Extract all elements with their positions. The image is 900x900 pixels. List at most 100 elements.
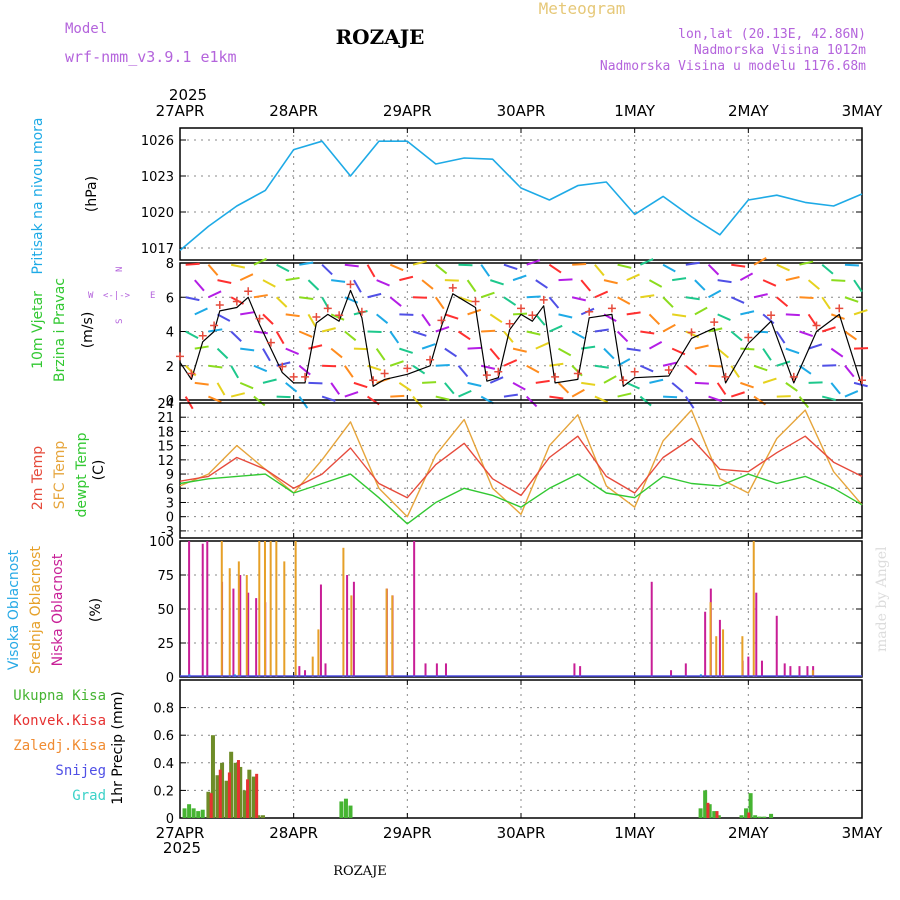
cloud-bar xyxy=(718,619,721,677)
wind-gust-marker xyxy=(244,287,253,296)
wind-arrow xyxy=(762,279,777,287)
y-tick-label: 0.6 xyxy=(153,729,174,744)
wind-arrow xyxy=(389,330,400,344)
wind-gust-marker xyxy=(266,338,275,347)
wind-arrow xyxy=(594,395,609,404)
cloud-bar xyxy=(255,598,258,677)
wind-arrow xyxy=(762,348,772,361)
wind-arrow xyxy=(194,345,209,350)
cloud-bar xyxy=(263,541,266,677)
wind-arrow xyxy=(299,296,314,300)
y-tick-label: 75 xyxy=(157,569,174,584)
cloud-bar xyxy=(258,541,261,677)
y-axis-titles: Pritisak na nivou mora (hPa) 10m Vjetar Brz… xyxy=(6,117,126,804)
x-tick-label-top: 3MAY xyxy=(842,102,884,120)
wind-arrow xyxy=(844,330,857,341)
wind-arrow xyxy=(717,347,730,359)
wind-arrow xyxy=(422,381,437,384)
wind-arrow xyxy=(435,263,448,275)
wind-arrow xyxy=(626,347,641,352)
wind-arrow xyxy=(739,272,754,281)
wind-arrow xyxy=(512,312,528,316)
wind-arrow xyxy=(799,260,814,266)
x-tick-label-bottom: 30APR xyxy=(497,824,546,842)
cloud-bar xyxy=(237,561,240,677)
cloud-bar xyxy=(352,581,355,677)
wind-arrow xyxy=(344,391,359,398)
wind-arrow xyxy=(185,330,199,339)
x-tick-label-top: 2MAY xyxy=(728,102,770,120)
wind-arrow xyxy=(512,347,527,353)
wind-arrow xyxy=(344,263,359,268)
cloud-bar xyxy=(245,575,248,677)
wind-arrow xyxy=(844,263,859,267)
pressure-panel: 1017 1020 1023 1026 xyxy=(141,127,863,261)
wind-arrow xyxy=(489,347,501,360)
wind-arrow xyxy=(830,313,845,320)
wind-arrow xyxy=(480,264,491,277)
precip-bar-total xyxy=(191,808,196,818)
wind-arrow xyxy=(512,382,526,391)
wind-arrow xyxy=(807,279,820,290)
cloud-bar xyxy=(573,663,576,677)
panel-frame xyxy=(179,540,863,678)
wind-arrow xyxy=(626,311,641,316)
y-tick-label: 0 xyxy=(166,671,174,686)
wind-arrow xyxy=(776,360,791,367)
wind-arrow xyxy=(285,313,300,318)
wind-gust-marker xyxy=(607,304,616,313)
y-tick-label: -3 xyxy=(161,525,174,540)
precip-bar-total xyxy=(242,790,247,818)
wind-arrow xyxy=(330,382,341,395)
cloud-bar xyxy=(317,629,320,677)
wind-arrow xyxy=(731,263,746,268)
meteogram-title: Meteogram xyxy=(539,0,626,18)
cloud-bar xyxy=(413,541,416,677)
wind-arrow xyxy=(672,277,687,282)
wind-arrow xyxy=(775,330,786,344)
wind-arrow xyxy=(662,296,674,308)
wind-arrow xyxy=(639,395,652,407)
wind-arrow xyxy=(398,382,412,392)
year-bottom: 2025 xyxy=(163,839,201,857)
wind-gust-marker xyxy=(312,312,321,321)
cloud-bar xyxy=(188,541,191,677)
precip-bar-total xyxy=(748,793,753,818)
wind-arrow xyxy=(230,365,240,379)
cloud-bar xyxy=(228,568,231,677)
wind-gust-marker xyxy=(437,316,446,325)
wind-gust-marker xyxy=(664,366,673,375)
wind-arrow xyxy=(535,279,548,289)
y-tick-label: 6 xyxy=(166,291,174,306)
cloud-bar xyxy=(275,541,278,677)
wind-arrow xyxy=(526,330,541,336)
wind-gust-marker xyxy=(278,362,287,371)
wind-arrow xyxy=(444,382,455,395)
cloud-bar xyxy=(670,670,673,677)
wind-arrow xyxy=(798,395,810,409)
precip-bar-total xyxy=(707,804,712,818)
wind-arrow xyxy=(217,313,231,322)
y-tick-label: 8 xyxy=(166,257,174,272)
wind-arrow xyxy=(753,257,767,266)
precip-bar-convective xyxy=(218,769,222,818)
cloud-bar xyxy=(385,588,388,677)
wind-arrow xyxy=(572,262,587,266)
wind-arrow xyxy=(525,395,538,408)
y-tick-label: 1023 xyxy=(141,170,174,185)
y-tick-label: 100 xyxy=(149,535,174,550)
wind-gust-marker xyxy=(176,352,184,361)
cloud-bar xyxy=(220,541,223,677)
wind-arrow xyxy=(194,307,208,316)
credit-text: made by Angel xyxy=(874,546,890,652)
wind-arrow xyxy=(262,313,274,325)
cloud-bar xyxy=(346,575,349,677)
wind-arrow xyxy=(740,347,755,351)
wind-arrow xyxy=(353,381,368,389)
wind-arrow xyxy=(639,364,654,373)
wind-arrow xyxy=(844,365,855,378)
cloud-bar xyxy=(741,636,744,677)
y-tick-label: 0 xyxy=(166,511,174,526)
wind-arrow xyxy=(207,264,219,276)
wind-arrow xyxy=(330,313,345,321)
